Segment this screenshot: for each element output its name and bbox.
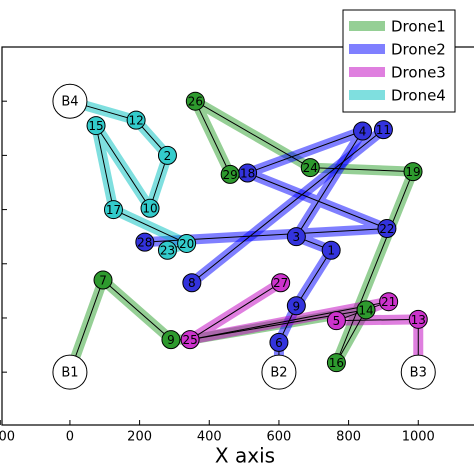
node-label: 1 bbox=[327, 244, 335, 258]
waypoint-node bbox=[379, 292, 399, 312]
x-axis-label: X axis bbox=[215, 444, 275, 468]
legend-label: Drone2 bbox=[391, 41, 446, 59]
node-label: B1 bbox=[61, 366, 78, 381]
waypoint-node bbox=[157, 145, 177, 165]
node-label: 3 bbox=[293, 230, 301, 244]
legend-label: Drone1 bbox=[391, 18, 446, 36]
node-label: 21 bbox=[381, 295, 396, 309]
waypoint-node bbox=[177, 233, 197, 253]
waypoint-node bbox=[326, 311, 346, 331]
waypoint-node bbox=[140, 198, 160, 218]
node-label: 9 bbox=[167, 333, 175, 347]
x-tick-label: 600 bbox=[267, 430, 292, 445]
legend-label: Drone3 bbox=[391, 64, 446, 82]
node-label: 29 bbox=[223, 168, 238, 182]
node-label: 12 bbox=[128, 114, 143, 128]
x-tick-label: 400 bbox=[197, 430, 222, 445]
node-label: 26 bbox=[188, 95, 203, 109]
node-label: 2 bbox=[164, 149, 172, 163]
waypoint-node bbox=[220, 164, 240, 184]
waypoint-node bbox=[300, 158, 320, 178]
node-label: 25 bbox=[182, 333, 197, 347]
waypoint-node bbox=[326, 353, 346, 373]
plot-frame bbox=[1, 46, 474, 426]
node-label: 16 bbox=[329, 356, 344, 370]
waypoint-node bbox=[356, 300, 376, 320]
waypoint-node bbox=[269, 332, 289, 352]
x-tick-label: 1000 bbox=[402, 430, 435, 445]
x-tick-label: 800 bbox=[336, 430, 361, 445]
node-label: 14 bbox=[358, 303, 373, 317]
node-label: 24 bbox=[303, 161, 318, 175]
waypoint-node bbox=[373, 120, 393, 140]
node-label: 6 bbox=[275, 336, 283, 350]
waypoint-node bbox=[93, 270, 113, 290]
base-node bbox=[400, 354, 436, 390]
waypoint-node bbox=[180, 330, 200, 350]
node-label: 22 bbox=[379, 222, 394, 236]
node-label: 13 bbox=[411, 313, 426, 327]
waypoint-node bbox=[408, 309, 428, 329]
waypoint-node bbox=[103, 200, 123, 220]
waypoint-node bbox=[86, 116, 106, 136]
route-line bbox=[69, 100, 414, 373]
legend-label: Drone4 bbox=[391, 87, 446, 105]
route-line bbox=[191, 129, 384, 284]
node-label: 9 bbox=[293, 299, 301, 313]
x-tick-label: -200 bbox=[0, 430, 15, 445]
node-label: 15 bbox=[88, 119, 103, 133]
waypoint-node bbox=[126, 110, 146, 130]
node-label: 5 bbox=[333, 314, 341, 328]
base-node bbox=[52, 354, 88, 390]
x-tick-label: 0 bbox=[66, 430, 74, 445]
waypoint-node bbox=[182, 273, 202, 293]
waypoint-node bbox=[377, 219, 397, 239]
node-label: 27 bbox=[273, 276, 288, 290]
waypoint-node bbox=[353, 121, 373, 141]
node-label: B3 bbox=[410, 366, 427, 381]
node-label: 19 bbox=[405, 165, 420, 179]
base-node bbox=[52, 83, 88, 119]
x-tick-label: 200 bbox=[127, 430, 152, 445]
node-label: 10 bbox=[142, 202, 157, 216]
node-label: 8 bbox=[188, 276, 196, 290]
waypoint-node bbox=[403, 162, 423, 182]
node-label: 11 bbox=[376, 123, 391, 137]
legend: Drone1 Drone2 Drone3 Drone4 bbox=[342, 9, 456, 113]
node-label: 28 bbox=[137, 236, 152, 250]
node-label: 7 bbox=[99, 274, 107, 288]
waypoint-node bbox=[157, 240, 177, 260]
waypoint-node bbox=[161, 330, 181, 350]
node-label: 17 bbox=[106, 203, 121, 217]
waypoint-node bbox=[286, 227, 306, 247]
node-label: 18 bbox=[240, 167, 255, 181]
waypoint-node bbox=[185, 91, 205, 111]
node-label: 23 bbox=[160, 244, 175, 258]
waypoint-node bbox=[271, 273, 291, 293]
waypoint-node bbox=[135, 232, 155, 252]
waypoint-node bbox=[321, 240, 341, 260]
node-label: B2 bbox=[270, 366, 287, 381]
node-label: 4 bbox=[359, 125, 367, 139]
base-node bbox=[261, 354, 297, 390]
node-label: 20 bbox=[179, 237, 194, 251]
node-label: B4 bbox=[61, 95, 78, 110]
waypoint-node bbox=[286, 296, 306, 316]
